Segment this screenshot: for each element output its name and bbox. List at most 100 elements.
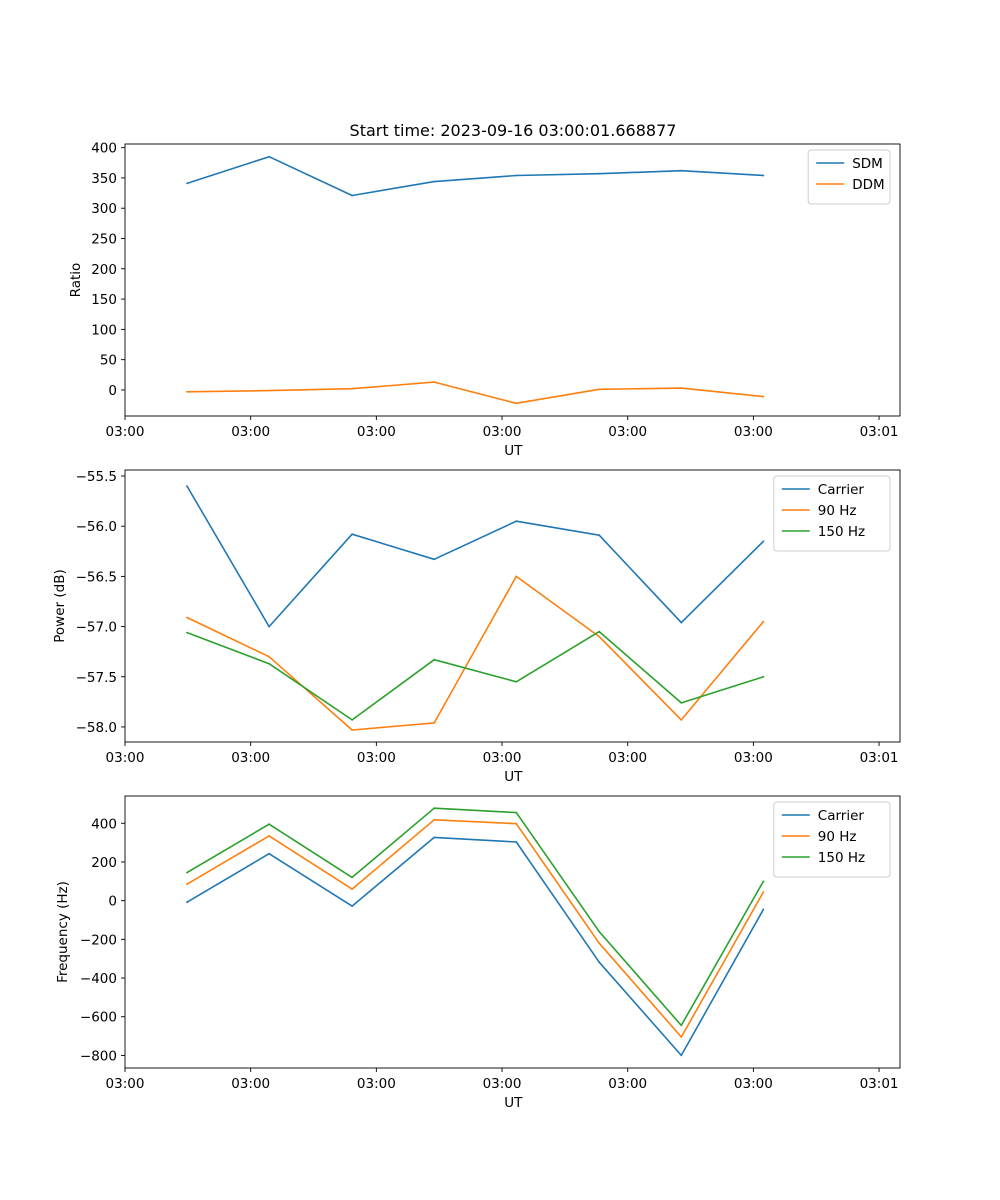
chart-0-series-0-point xyxy=(680,169,683,172)
chart-0-series-0-line xyxy=(186,155,764,197)
chart-1-x-tick-label: 03:00 xyxy=(608,750,647,766)
chart-0-y-tick-label: 350 xyxy=(91,171,117,187)
chart-0-y-tick-label: 100 xyxy=(91,322,117,338)
chart-0-series-1-point xyxy=(762,395,765,398)
chart-0-series-1-point xyxy=(268,389,270,392)
chart-0-series-1-point xyxy=(186,390,188,393)
chart-0-y-tick-label: 50 xyxy=(100,353,117,369)
chart-1-y-tick-label: −55.5 xyxy=(76,469,117,485)
chart-2-series-2-point xyxy=(186,871,188,874)
chart-0-series-1-point xyxy=(598,388,601,391)
chart-1-axes-frame xyxy=(124,469,901,743)
chart-2-series-0-point xyxy=(351,905,353,907)
chart-2-series-0-line xyxy=(186,836,765,1057)
chart-2-y-tick-label: −600 xyxy=(80,1010,117,1026)
chart-0-series-1-point xyxy=(433,381,436,383)
chart-0-series-0-point xyxy=(762,174,765,177)
chart-0-series-1-point xyxy=(515,402,518,405)
chart-1-x-tick-label: 03:00 xyxy=(734,750,773,766)
chart-1-x-tick-label: 03:00 xyxy=(231,750,270,766)
chart-2-series-2-point xyxy=(680,1024,683,1027)
chart-1-x-tick-label: 03:01 xyxy=(860,750,899,766)
chart-1-y-tick-label: −56.0 xyxy=(76,519,117,535)
chart-0-series-1-point xyxy=(351,387,353,390)
chart-2-y-tick-label: −400 xyxy=(80,971,117,987)
chart-2-x-tick-label: 03:00 xyxy=(483,1076,522,1092)
chart-1-series-1-point xyxy=(268,655,270,658)
chart-2-x-axis-label: UT xyxy=(504,1095,523,1111)
chart-0-series-0-point xyxy=(515,174,518,177)
chart-1-series-2-point xyxy=(433,658,436,661)
chart-2-x-tick-label: 03:00 xyxy=(106,1076,145,1092)
chart-1-series-1-point xyxy=(680,719,683,721)
chart-0-x-tick-label: 03:00 xyxy=(483,424,522,440)
chart-0-y-tick-label: 200 xyxy=(91,262,117,278)
chart-1-series-0-point xyxy=(680,621,683,624)
chart-2-series-1-line xyxy=(186,818,765,1038)
chart-2-series-2-line xyxy=(186,807,765,1027)
chart-1-series-1-point xyxy=(762,620,765,623)
chart-2-y-tick-label: −800 xyxy=(80,1048,117,1064)
chart-0-series-0-point xyxy=(268,155,270,158)
chart-2-series-1-point xyxy=(268,835,270,837)
chart-2-y-tick-label: 400 xyxy=(91,816,117,832)
panel-ratio: 03:00 03:00 03:00 03:00 03:00 03:00 03:01 0 50 10… xyxy=(68,141,901,459)
chart-1-series-0-point xyxy=(598,534,601,537)
chart-0-series-0-point xyxy=(598,172,601,175)
chart-1-x-tick-label: 03:00 xyxy=(483,750,522,766)
chart-2-series-0-point xyxy=(598,961,601,964)
chart-2-series-0-point xyxy=(680,1054,683,1057)
chart-2-series-2-point xyxy=(351,876,353,879)
chart-0-y-tick-label: 150 xyxy=(91,292,117,308)
chart-2-legend-label: 150 Hz xyxy=(818,850,865,866)
chart-2-series-2-point xyxy=(762,880,765,883)
chart-0-y-axis-label: Ratio xyxy=(68,263,84,298)
chart-1-legend-label: Carrier xyxy=(818,482,865,498)
chart-1-series-2-point xyxy=(515,680,518,683)
chart-0-series-1-point xyxy=(680,387,683,389)
chart-2-series-1-point xyxy=(598,942,601,945)
chart-1-series-1-point xyxy=(186,616,188,619)
chart-2-y-axis-label: Frequency (Hz) xyxy=(55,881,71,983)
chart-1-series-2-point xyxy=(762,675,765,678)
chart-1-series-2-line xyxy=(186,630,764,721)
chart-2-series-1-point xyxy=(680,1036,683,1038)
chart-2-legend-label: 90 Hz xyxy=(818,829,857,845)
chart-2-series-2-point xyxy=(598,930,601,933)
chart-0-x-tick-label: 03:00 xyxy=(608,424,647,440)
chart-0-y-tick-label: 400 xyxy=(91,141,117,157)
chart-1-series-0-line xyxy=(186,485,764,628)
chart-0-series-1-line xyxy=(186,381,764,405)
chart-1-y-axis-label: Power (dB) xyxy=(52,569,68,642)
chart-1-series-2-point xyxy=(186,631,188,634)
chart-1-y-tick-label: −57.0 xyxy=(76,620,117,636)
chart-1-y-tick-label: −58.0 xyxy=(76,720,117,736)
chart-2-y-tick-label: 200 xyxy=(91,855,117,871)
chart-2-series-0-point xyxy=(268,852,270,855)
chart-1-x-tick-label: 03:00 xyxy=(106,750,145,766)
chart-1-x-tick-label: 03:00 xyxy=(357,750,396,766)
figure-title: Start time: 2023-09-16 03:00:01.668877 xyxy=(350,121,677,140)
chart-1-series-2-point xyxy=(268,662,270,665)
chart-1-series-2-point xyxy=(351,719,353,721)
chart-1-series-1-line xyxy=(186,575,765,731)
chart-1-series-2-point xyxy=(598,630,601,633)
chart-2-x-tick-label: 03:00 xyxy=(231,1076,270,1092)
chart-0-series-0-point xyxy=(433,180,436,183)
chart-2-x-tick-label: 03:01 xyxy=(860,1076,899,1092)
chart-0-y-tick-label: 250 xyxy=(91,232,117,248)
chart-2-x-tick-label: 03:00 xyxy=(608,1076,647,1092)
chart-1-x-axis-label: UT xyxy=(504,769,523,785)
chart-0-series-0-point xyxy=(351,194,353,197)
chart-0-legend-label: DDM xyxy=(852,177,884,193)
chart-1-series-0-point xyxy=(433,558,436,561)
chart-2-series-2-point xyxy=(433,807,436,810)
chart-2-y-tick-label: −200 xyxy=(80,932,117,948)
chart-2-series-1-point xyxy=(433,818,436,821)
chart-2-axes-frame xyxy=(124,795,901,1069)
chart-2-x-tick-label: 03:00 xyxy=(734,1076,773,1092)
chart-1-y-tick-label: −56.5 xyxy=(76,569,117,585)
panel-frequency: 03:00 03:00 03:00 03:00 03:00 03:00 03:01 400 20… xyxy=(55,795,901,1111)
chart-2-legend-label: Carrier xyxy=(818,808,865,824)
